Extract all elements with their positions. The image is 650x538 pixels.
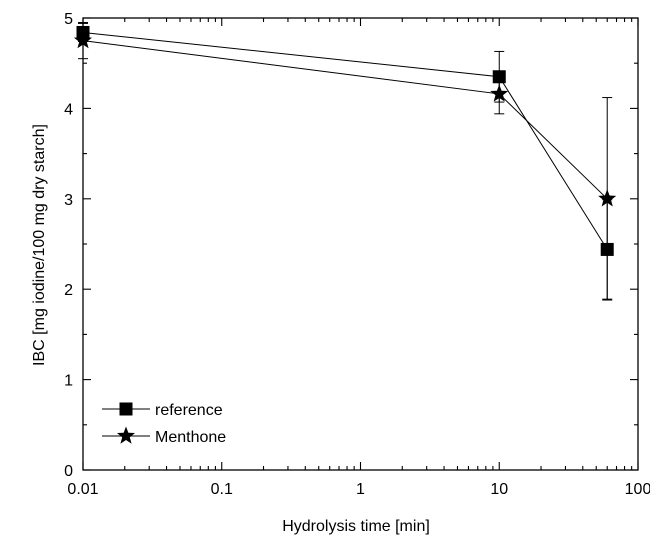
data-point (73, 31, 93, 49)
x-tick-label: 0.01 (67, 481, 98, 498)
legend-label: Menthone (155, 429, 226, 446)
data-point (490, 84, 509, 102)
series-line (82, 31, 608, 250)
legend: reference Menthone (102, 402, 226, 446)
y-tick-label: 5 (64, 11, 73, 28)
series-menthone (73, 22, 617, 301)
legend-item: reference (102, 402, 223, 419)
legend-marker (119, 402, 133, 416)
legend-marker (116, 426, 136, 444)
series-line (82, 40, 608, 200)
y-axis-title: IBC [mg iodine/100 mg dry starch] (31, 124, 48, 366)
y-tick-label: 3 (64, 192, 73, 209)
x-axis-ticks: 0.01 0.1 1 10 100 (67, 18, 650, 498)
legend-item: Menthone (102, 426, 226, 446)
y-tick-label: 1 (64, 373, 73, 390)
x-tick-label: 100 (625, 481, 650, 498)
y-tick-label: 0 (64, 463, 73, 480)
y-tick-label: 4 (64, 101, 73, 118)
x-tick-label: 1 (356, 481, 365, 498)
data-point (598, 189, 617, 207)
x-axis-title: Hydrolysis time [min] (282, 518, 430, 535)
x-tick-label: 10 (490, 481, 508, 498)
series-layer (73, 22, 617, 301)
legend-label: reference (155, 402, 223, 419)
series-reference (76, 22, 614, 300)
y-axis-ticks: 0 1 2 3 4 5 (64, 11, 638, 480)
x-tick-label: 0.1 (211, 481, 233, 498)
y-tick-label: 2 (64, 282, 73, 299)
